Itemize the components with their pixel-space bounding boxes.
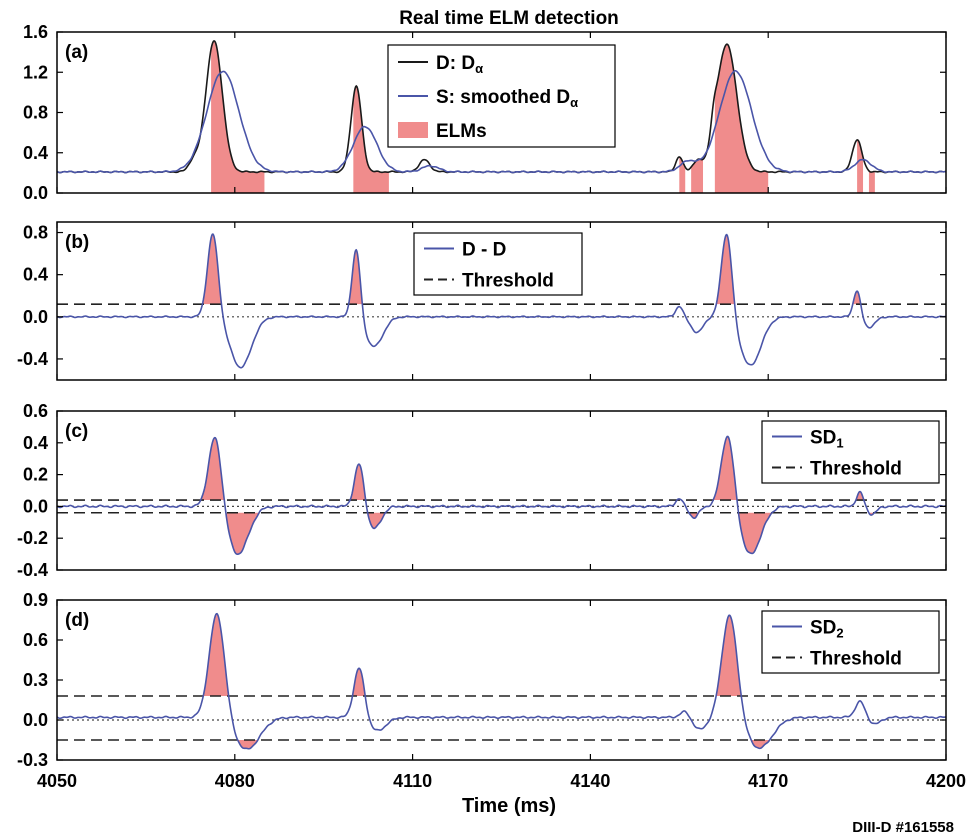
series-line-1 <box>57 435 946 556</box>
legend-entry: Threshold <box>810 459 902 480</box>
threshold-exceed-fill-2 <box>349 249 363 305</box>
chart-title: Real time ELM detection <box>399 8 619 29</box>
y-tick-label: 0.0 <box>23 496 48 516</box>
y-tick-label: -0.3 <box>17 750 48 770</box>
legend-swatch <box>398 122 428 138</box>
plot-area <box>57 612 946 750</box>
y-tick-label: 0.8 <box>23 223 48 243</box>
legend: D - D Threshold <box>413 232 583 296</box>
threshold-exceed-fill-1 <box>237 740 258 749</box>
x-tick-label: 4080 <box>215 771 255 791</box>
legend-entry: Threshold <box>810 649 902 670</box>
legend-entry: SD1 <box>810 428 844 451</box>
legend-box <box>761 420 940 484</box>
legend-entry: S: smoothed Dα <box>436 87 578 110</box>
y-tick-label: 0.4 <box>23 143 48 163</box>
panel-frame <box>56 410 947 571</box>
elm-window-2 <box>353 86 389 193</box>
y-tick-label: 0.0 <box>23 307 48 327</box>
legend: D: Dα S: smoothed Dα ELMs <box>387 44 616 148</box>
legend-box <box>413 232 583 296</box>
y-tick-label: 0.6 <box>23 401 48 421</box>
threshold-exceed-fill-2 <box>368 512 386 529</box>
plot-area <box>57 435 946 556</box>
y-tick-label: 1.2 <box>23 62 48 82</box>
x-tick-label: 4110 <box>393 771 432 791</box>
elm-window-5 <box>714 44 769 193</box>
y-tick-label: -0.4 <box>17 349 48 369</box>
panel-label: (b) <box>65 232 89 253</box>
y-tick-label: 0.2 <box>23 465 48 485</box>
y-tick-label: 0.0 <box>23 183 48 203</box>
legend: SD1 Threshold <box>761 420 940 484</box>
y-tick-label: 0.0 <box>23 710 48 730</box>
legend-entry: Threshold <box>462 271 554 292</box>
threshold-exceed-fill-3 <box>716 615 741 696</box>
legend-entry: D - D <box>462 240 506 261</box>
y-tick-label: -0.2 <box>17 528 48 548</box>
panel-label: (d) <box>65 610 89 631</box>
y-tick-label: 0.3 <box>23 670 48 690</box>
legend-entry: D: Dα <box>436 53 483 76</box>
panel-frame <box>56 221 947 381</box>
y-tick-label: 0.4 <box>23 265 48 285</box>
x-tick-label: 4170 <box>748 771 788 791</box>
threshold-exceed-fill-1 <box>225 512 259 555</box>
y-tick-label: 0.4 <box>23 433 48 453</box>
panel-b: -0.4 0.0 0.4 0.8 (b) D - D Threshold <box>17 221 947 381</box>
legend: SD2 Threshold <box>761 610 940 674</box>
panel-label: (c) <box>65 421 88 442</box>
plot-area <box>57 233 946 369</box>
series-line-1 <box>57 612 946 750</box>
elm-window-1 <box>211 40 265 193</box>
x-tick-label: 4200 <box>926 771 966 791</box>
legend-box <box>761 610 940 674</box>
y-tick-label: 0.9 <box>23 590 48 610</box>
shot-credit: DIII-D #161558 <box>852 819 954 836</box>
panel-a: 0.0 0.4 0.8 1.2 1.6 (a) D: Dα S: smoothed Dα ELM… <box>23 22 947 203</box>
x-tick-label: 4140 <box>570 771 610 791</box>
elm-window-4 <box>691 159 704 193</box>
y-tick-label: 1.6 <box>23 22 48 42</box>
y-tick-label: -0.4 <box>17 560 48 580</box>
threshold-exceed-fill-3 <box>716 234 735 305</box>
y-tick-label: 0.6 <box>23 630 48 650</box>
y-tick-label: 0.8 <box>23 103 48 123</box>
series-line-1 <box>57 233 946 369</box>
panel-d: -0.3 0.0 0.3 0.6 0.9 (d) SD2 Threshold <box>17 590 947 770</box>
elm-window-7 <box>868 170 875 193</box>
legend-entry: SD2 <box>810 618 844 641</box>
panels: 0.0 0.4 0.8 1.2 1.6 (a) D: Dα S: smoothed Dα ELM… <box>17 22 966 791</box>
threshold-exceed-fill-1 <box>203 613 229 696</box>
threshold-exceed-fill-4 <box>738 512 772 554</box>
x-tick-label: 4050 <box>37 771 77 791</box>
series-line-2 <box>57 70 946 174</box>
plot-area <box>57 39 946 193</box>
x-axis-label: Time (ms) <box>462 795 556 817</box>
threshold-exceed-fill-2 <box>751 740 770 749</box>
legend-entry: ELMs <box>436 121 487 142</box>
threshold-exceed-fill-2 <box>352 668 366 696</box>
panel-c: -0.4 -0.2 0.0 0.2 0.4 0.6 (c) SD1 Threshold <box>17 401 947 580</box>
panel-label: (a) <box>65 42 88 63</box>
threshold-exceed-fill-1 <box>202 234 222 305</box>
